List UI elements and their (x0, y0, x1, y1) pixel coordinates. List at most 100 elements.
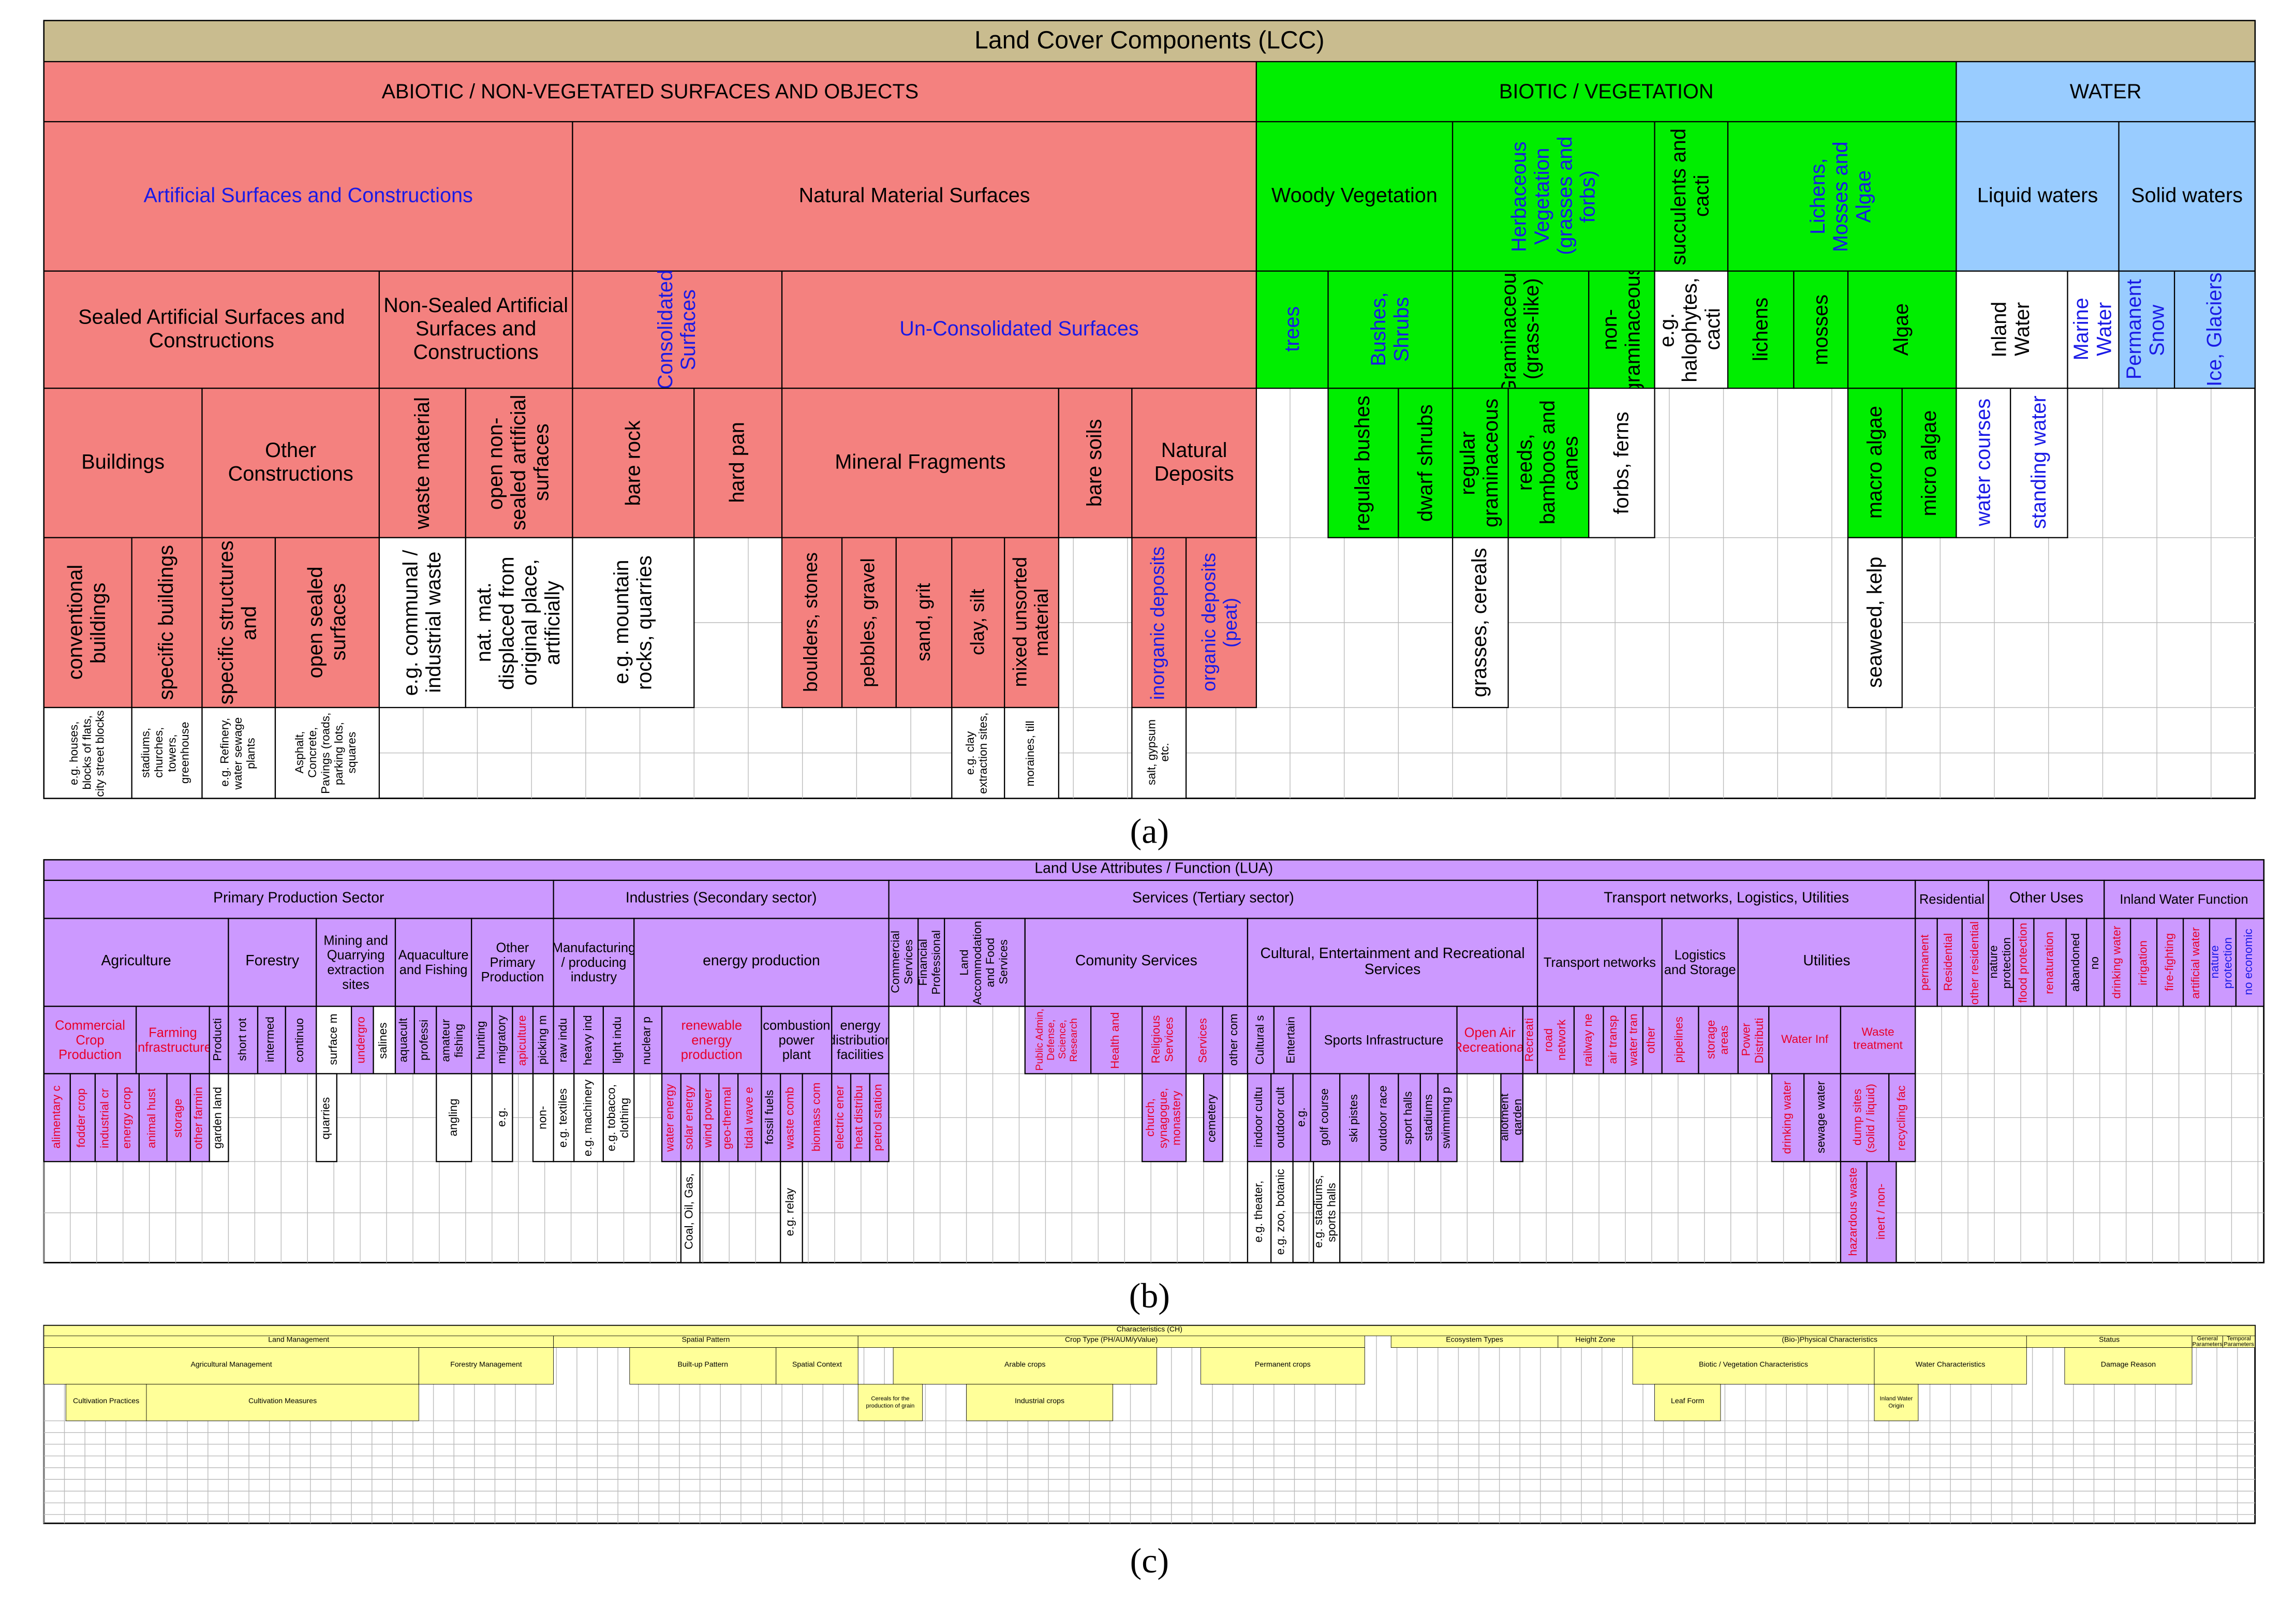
cell-label-box: aquacult (397, 1018, 410, 1063)
cell-wrap: Health and (1091, 1006, 1142, 1073)
cell-wrap: e.g. Refinery, water sewage plants (202, 708, 275, 798)
cell-wrap: wind power (700, 1073, 719, 1161)
cell-wrap: ski pistes (1340, 1073, 1369, 1161)
cell-wrap: Artificial Surfaces and Constructions (44, 122, 573, 271)
cell-label-box: cemetery (1205, 1094, 1218, 1142)
cell-label-box: forbs, ferns (1609, 411, 1632, 514)
cell-wrap: surface m (316, 1006, 351, 1073)
cell-label: fodder crop (75, 1088, 88, 1147)
cell-label-box: trees (1279, 307, 1302, 352)
cell-label-box: e.g. clay extraction sites, (964, 712, 990, 793)
cell-label: e.g. (1294, 1108, 1307, 1128)
cell-label: Arable crops (1004, 1360, 1046, 1370)
cell-label-box: road network (1541, 1020, 1567, 1061)
cell-wrap: Industries (Secondary sector) (554, 880, 889, 919)
cell (43, 707, 132, 799)
cell-label-box: quarries (319, 1096, 332, 1139)
cell-label: sand, grit (912, 583, 934, 662)
cell-wrap: e.g. tobacco, clothing (603, 1073, 634, 1161)
cell-label: Permanent Snow (2122, 279, 2169, 380)
cell-wrap: e.g. communal / industrial waste (379, 538, 466, 708)
cell-label-box: pebbles, gravel (857, 558, 879, 687)
cell-label: waste comb (783, 1086, 797, 1149)
cell-wrap: General Parameters (2192, 1336, 2223, 1348)
cell-label: Entertain (1284, 1017, 1298, 1064)
cell-label: renaturation (2042, 931, 2055, 994)
cell-wrap: stadiums (1420, 1073, 1438, 1161)
cell-wrap: geo-thermal (719, 1073, 738, 1161)
cell (841, 537, 897, 709)
cell-wrap: ABIOTIC / NON-VEGETATED SURFACES AND OBJ… (44, 62, 1256, 122)
cell (2174, 270, 2256, 389)
cell-label-box: e.g. houses, blocks of flats, city stree… (66, 710, 107, 797)
cell-label: Artificial Surfaces and Constructions (143, 183, 473, 207)
cell (1437, 1073, 1458, 1162)
cell (378, 387, 466, 538)
cell-label-box: mosses (1808, 295, 1831, 365)
cell-label-box: Waste treatment (1853, 1025, 1903, 1052)
cell (394, 918, 472, 1007)
cell (1185, 1006, 1223, 1075)
cell-wrap: Utilities (1738, 918, 1915, 1006)
cell-label-box: e.g. Refinery, water sewage plants (202, 708, 275, 798)
cell-label: Damage Reason (2100, 1360, 2156, 1370)
cell-label: organic deposits (peat) (1198, 553, 1242, 692)
cell-label: e.g. stadiums, sports halls (1313, 1175, 1339, 1249)
cell (1004, 537, 1060, 709)
cell-label: animal hust (145, 1087, 158, 1148)
cell (1142, 1006, 1187, 1075)
cell (869, 1073, 890, 1162)
cell-label-box: Biotic / Vegetation Characteristics (1699, 1361, 1808, 1368)
cell (572, 387, 695, 538)
cell (43, 918, 229, 1007)
cell-wrap: apiculture (512, 1006, 533, 1073)
cell-label: other farmin (191, 1086, 205, 1149)
cell-wrap: electric ener (832, 1073, 851, 1161)
cell-label-box: no economic (2242, 929, 2255, 995)
cell (1956, 270, 2068, 389)
cell-wrap: e.g. theater, (1248, 1161, 1271, 1262)
cell-wrap: artificial water (2183, 918, 2210, 1006)
cell-label: non-graminaceous (1597, 271, 1644, 389)
cell (1131, 537, 1187, 709)
cell (228, 1006, 259, 1075)
cell (43, 121, 573, 272)
cell-label-box: intermed (263, 1017, 276, 1063)
cell (1901, 387, 1957, 538)
cell (94, 1073, 118, 1162)
cell-label-box: regular bushes (1350, 395, 1373, 531)
cell-wrap: Un-Consolidated Surfaces (782, 271, 1256, 388)
cell (1624, 1006, 1644, 1075)
cell-label-box: other farmin (191, 1086, 205, 1149)
cell-wrap: Primary Production Sector (44, 880, 554, 919)
cell (1222, 1006, 1249, 1075)
cell-label: amateur fishing (439, 1018, 466, 1062)
cell-wrap: e.g. relay (780, 1161, 802, 1262)
cell-label-box: waste material (409, 397, 433, 529)
cell-label: solar energy (682, 1085, 696, 1150)
cell-label-box: indoor cultu (1251, 1087, 1264, 1148)
cell-label-box: other residential (1967, 921, 1980, 1004)
cell-label: specific buildings (154, 545, 177, 700)
cell-label-box: Non-Sealed Artificial Surfaces and Const… (383, 294, 568, 363)
cell-label-box: water energy (663, 1084, 676, 1152)
cell-label-box: Inland Water Function (2120, 892, 2248, 906)
cell-label: Industrial crops (1015, 1396, 1065, 1406)
cell-wrap: fossil fuels (761, 1073, 780, 1161)
cell (1771, 1073, 1805, 1162)
cell-label: industrial cr (98, 1087, 112, 1148)
cell (274, 707, 380, 799)
cell-wrap: regular graminaceous (1453, 388, 1508, 538)
cell-wrap: Arable crops (893, 1348, 1157, 1385)
cell-label-box: Arable crops (893, 1348, 1157, 1385)
cell-label: Producti (211, 1018, 224, 1062)
cell (1185, 537, 1257, 709)
cell-wrap: Manufacturing / producing industry (554, 918, 634, 1006)
cell-wrap: Sealed Artificial Surfaces and Construct… (44, 271, 379, 388)
cell-label: e.g. houses, blocks of flats, city stree… (66, 710, 107, 797)
cell (602, 1073, 635, 1162)
cell-wrap: dwarf shrubs (1398, 388, 1453, 538)
cell-label: Ecosystem Types (1446, 1336, 1503, 1345)
cell-label-box: succulents and cacti (1667, 128, 1713, 264)
cell-wrap: e.g. halophytes, cacti (1655, 271, 1728, 388)
